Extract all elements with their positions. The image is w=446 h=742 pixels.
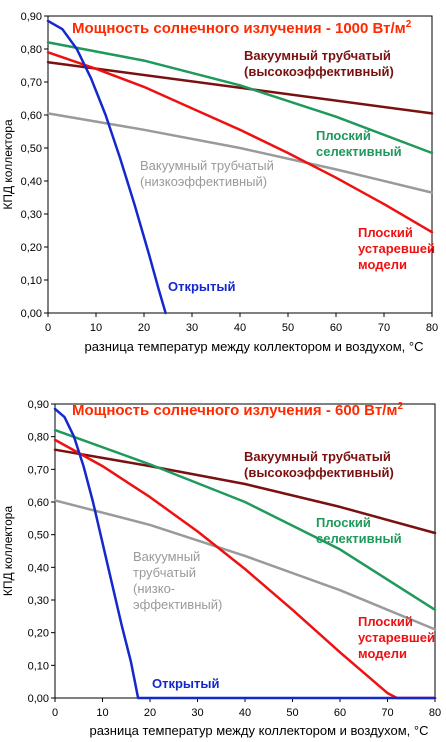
y-tick-label: 0,70 <box>21 77 42 89</box>
y-tick-label: 0,50 <box>28 530 49 542</box>
chart-1000w: 0,00 0,10 0,20 0,30 0,40 0,50 0,60 0,70 0,80 0,90… <box>1 11 438 354</box>
series-label-flat-old: Плоский устаревшей модели <box>358 614 435 661</box>
chart-title: Мощность солнечного излучения - 600 Вт/м… <box>72 401 403 419</box>
series-label-vac-low: Вакуумный трубчатый (низкоэффективный) <box>140 158 274 189</box>
y-tick-label: 0,60 <box>21 110 42 122</box>
y-tick-label: 0,10 <box>28 660 49 672</box>
y-tick-label: 0,00 <box>21 308 42 320</box>
x-tick-label: 60 <box>334 707 346 719</box>
series-line-vac-high <box>53 448 437 535</box>
series-label-flat-selective: Плоский селективный <box>316 128 402 159</box>
chart-600w: 0,00 0,10 0,20 0,30 0,40 0,50 0,60 0,70 0,80 0,90… <box>1 399 441 738</box>
series-label-vac-low: Вакуумный трубчатый (низко-эффективный) <box>133 549 222 612</box>
x-axis-label: разница температур между коллектором и в… <box>89 723 428 738</box>
series-label-vac-high: Вакуумный трубчатый (высокоэффективный) <box>244 449 394 480</box>
x-tick-label: 50 <box>286 707 298 719</box>
x-tick-label: 40 <box>234 322 246 334</box>
y-tick-label: 0,80 <box>21 44 42 56</box>
series-line-vac-low <box>53 499 437 631</box>
y-tick-label: 0,40 <box>21 176 42 188</box>
x-tick-label: 60 <box>330 322 342 334</box>
y-axis-label: КПД коллектора <box>1 119 15 210</box>
x-tick-label: 0 <box>45 322 51 334</box>
x-tick-label: 70 <box>381 707 393 719</box>
x-tick-label: 50 <box>282 322 294 334</box>
y-tick-label: 0,40 <box>28 562 49 574</box>
x-tick-label: 20 <box>138 322 150 334</box>
y-tick-label: 0,70 <box>28 464 49 476</box>
series-label-flat-selective: Плоский селективный <box>316 515 402 546</box>
x-tick-label: 30 <box>191 707 203 719</box>
x-tick-label: 30 <box>186 322 198 334</box>
y-tick-label: 0,10 <box>21 275 42 287</box>
series-label-flat-old: Плоский устаревшей модели <box>358 225 435 272</box>
y-tick-label: 0,90 <box>28 399 49 411</box>
series-label-open: Открытый <box>168 279 236 294</box>
y-tick-label: 0,00 <box>28 693 49 705</box>
x-tick-label: 20 <box>144 707 156 719</box>
series-label-open: Открытый <box>152 676 220 691</box>
series-line-vac-high <box>46 60 434 115</box>
y-tick-label: 0,20 <box>21 242 42 254</box>
x-tick-label: 70 <box>378 322 390 334</box>
series-line-open <box>46 19 167 315</box>
x-tick-label: 10 <box>90 322 102 334</box>
series-line-flat-selective <box>53 428 437 612</box>
y-tick-label: 0,80 <box>28 432 49 444</box>
x-tick-label: 40 <box>239 707 251 719</box>
series-line-flat-selective <box>46 41 434 155</box>
y-tick-label: 0,20 <box>28 628 49 640</box>
series-line-flat-old <box>46 51 434 234</box>
series-line-flat-old <box>53 438 437 700</box>
y-tick-label: 0,30 <box>28 595 49 607</box>
x-tick-label: 80 <box>426 322 438 334</box>
y-tick-label: 0,30 <box>21 209 42 221</box>
y-axis-label: КПД коллектора <box>1 506 15 597</box>
y-tick-label: 0,90 <box>21 11 42 23</box>
series-line-open <box>53 407 437 700</box>
x-tick-label: 10 <box>96 707 108 719</box>
y-tick-label: 0,60 <box>28 497 49 509</box>
chart-title: Мощность солнечного излучения - 1000 Вт/… <box>72 19 412 37</box>
series-line-vac-low <box>46 112 434 194</box>
x-tick-label: 0 <box>52 707 58 719</box>
y-tick-label: 0,50 <box>21 143 42 155</box>
series-label-vac-high: Вакуумный трубчатый (высокоэффективный) <box>244 48 394 79</box>
x-tick-label: 80 <box>429 707 441 719</box>
x-axis-label: разница температур между коллектором и в… <box>84 339 423 354</box>
